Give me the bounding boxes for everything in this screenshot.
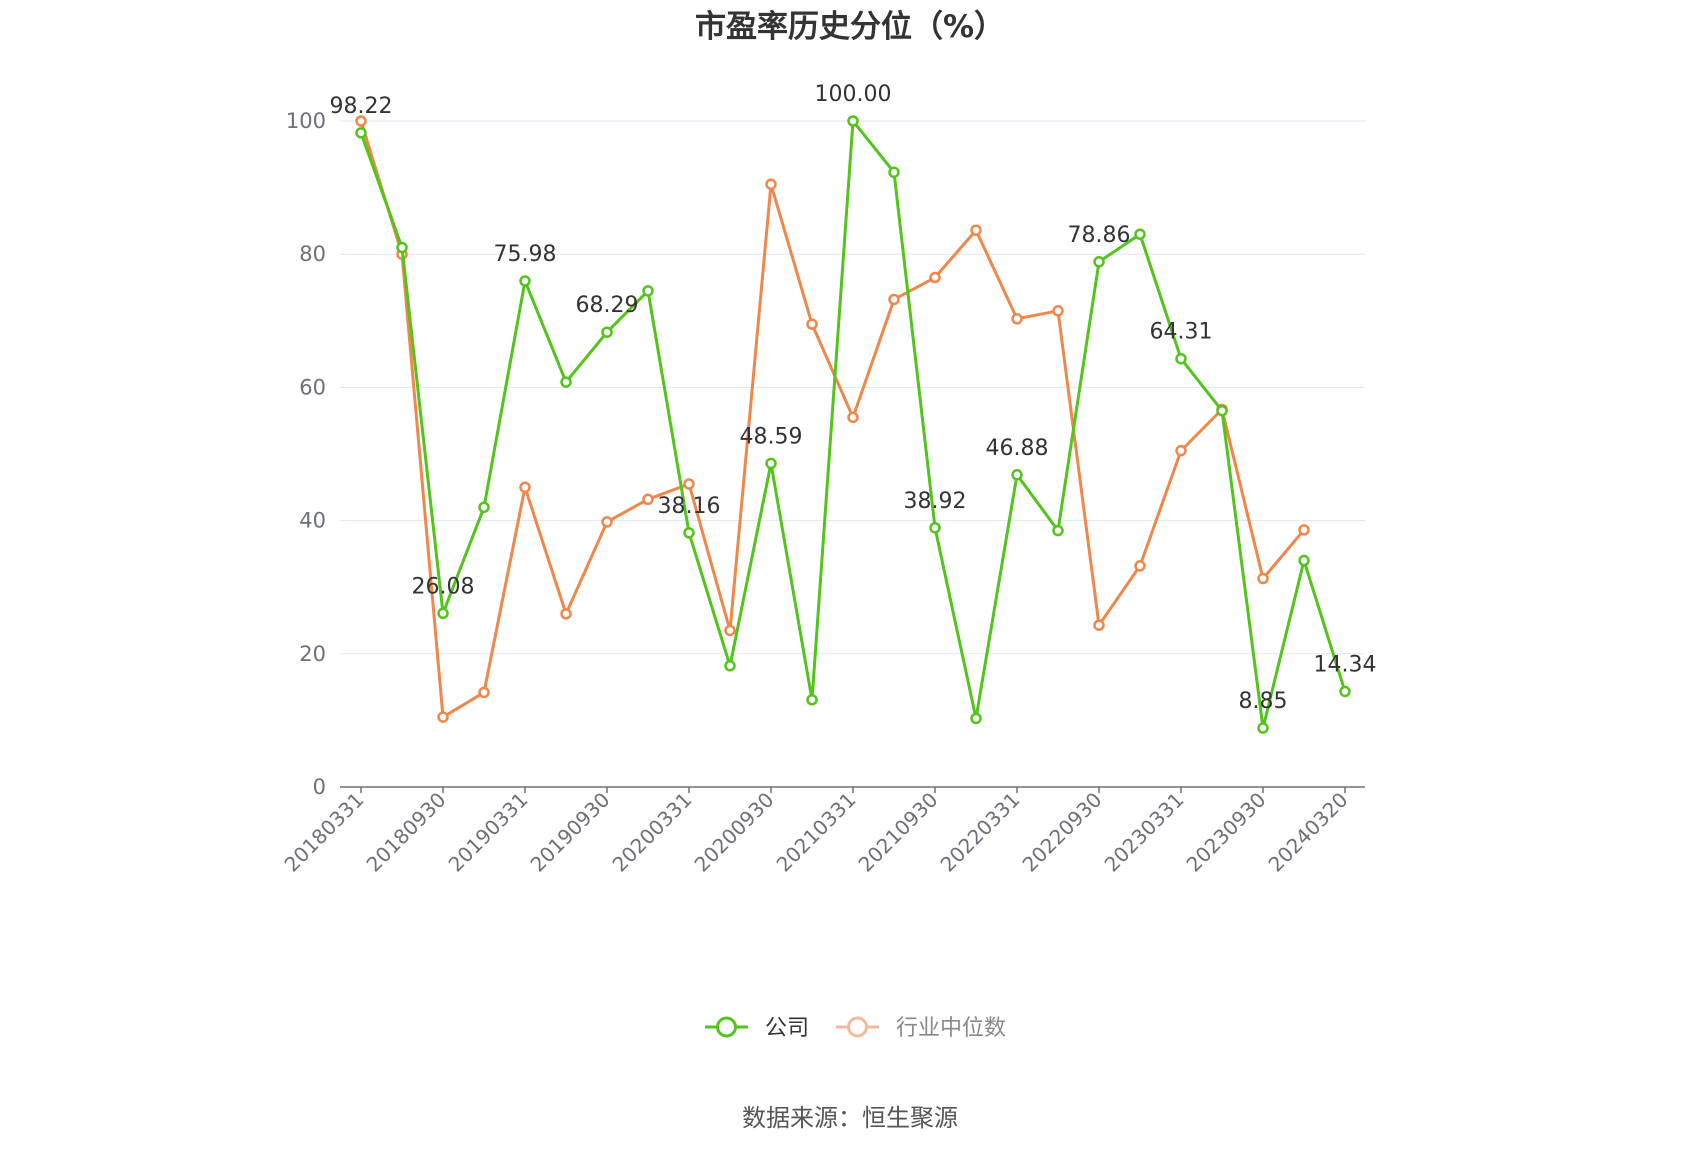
x-tick-label: 20190331: [444, 788, 533, 877]
x-tick-label: 20220331: [936, 788, 1025, 877]
legend-item-industry[interactable]: 行业中位数: [836, 1016, 1006, 1041]
grid: [340, 120, 1365, 655]
data-point[interactable]: [478, 501, 490, 514]
y-tick-label: 60: [299, 375, 326, 399]
x-tick-label: 20210331: [772, 788, 861, 877]
data-point[interactable]: [1134, 228, 1146, 240]
data-point[interactable]: [437, 711, 449, 723]
legend-industry-label: 行业中位数: [896, 1016, 1006, 1041]
legend[interactable]: 公司 行业中位数: [705, 1016, 1006, 1041]
x-tick-label: 20190930: [526, 788, 615, 877]
x-tick-label: 20230930: [1182, 788, 1271, 877]
data-point[interactable]: [1257, 572, 1269, 585]
data-point[interactable]: [1216, 404, 1228, 417]
y-tick-label: 80: [299, 242, 326, 266]
data-point[interactable]: [437, 607, 449, 620]
data-point[interactable]: [929, 522, 941, 534]
data-point[interactable]: [888, 293, 900, 306]
data-point[interactable]: [355, 115, 367, 127]
data-point[interactable]: [806, 694, 818, 706]
legend-item-company[interactable]: 公司: [705, 1016, 809, 1041]
data-label: 98.22: [330, 94, 393, 119]
x-tick-label: 20200930: [690, 788, 779, 877]
series-layer: [355, 115, 1351, 734]
data-point[interactable]: [1175, 352, 1187, 365]
data-label: 46.88: [986, 436, 1049, 461]
data-point[interactable]: [642, 493, 654, 506]
data-point[interactable]: [1134, 560, 1146, 572]
y-tick-label: 0: [313, 775, 326, 799]
y-tick-label: 100: [286, 109, 326, 133]
data-point[interactable]: [1093, 619, 1105, 631]
data-point[interactable]: [478, 686, 490, 699]
data-point[interactable]: [683, 478, 695, 490]
data-point[interactable]: [1052, 524, 1064, 537]
data-point[interactable]: [355, 127, 367, 139]
series-line-0: [359, 119, 1347, 730]
data-point[interactable]: [1298, 554, 1310, 567]
data-label: 8.85: [1239, 689, 1288, 714]
x-tick-label: 20240320: [1264, 788, 1353, 877]
y-tick-label: 20: [299, 642, 326, 666]
data-point[interactable]: [847, 115, 859, 127]
data-point[interactable]: [724, 624, 736, 637]
data-point[interactable]: [560, 608, 572, 620]
data-point[interactable]: [1093, 256, 1105, 268]
data-point[interactable]: [970, 224, 982, 236]
data-point[interactable]: [724, 660, 736, 672]
data-point[interactable]: [806, 318, 818, 330]
data-label: 14.34: [1314, 652, 1377, 677]
x-tick-label: 20210930: [854, 788, 943, 877]
data-label: 100.00: [815, 82, 892, 107]
data-label: 38.16: [658, 494, 721, 519]
axes: 0 20 40 60 80 100 2018033120180930201903312019…: [280, 109, 1365, 877]
x-tick-label: 20180331: [280, 788, 369, 877]
y-tick-label: 40: [299, 509, 326, 533]
data-point[interactable]: [601, 516, 613, 528]
data-point[interactable]: [1011, 313, 1023, 325]
data-point[interactable]: [765, 178, 777, 191]
data-point[interactable]: [1257, 722, 1269, 734]
legend-company-marker: [716, 1016, 737, 1038]
data-label: 68.29: [576, 293, 639, 318]
data-label: 48.59: [740, 424, 803, 449]
data-labels: 98.22 26.08 75.98 68.29 38.16 48.59 100.00 38.9…: [330, 82, 1377, 714]
data-label: 75.98: [494, 242, 557, 267]
series-line-1: [359, 119, 1306, 719]
data-point[interactable]: [1175, 444, 1187, 457]
x-tick-label: 20220930: [1018, 788, 1107, 877]
data-point[interactable]: [1339, 685, 1351, 698]
data-label: 64.31: [1150, 320, 1213, 345]
x-tick-label: 20180930: [362, 788, 451, 877]
data-point[interactable]: [929, 271, 941, 284]
data-point[interactable]: [970, 712, 982, 725]
data-label: 38.92: [904, 489, 967, 514]
data-label: 26.08: [412, 574, 475, 599]
data-point[interactable]: [683, 527, 695, 539]
x-tick-label: 20230331: [1100, 788, 1189, 877]
chart-title: 市盈率历史分位（%）: [695, 9, 1005, 45]
data-source-note: 数据来源：恒生聚源: [742, 1104, 958, 1132]
data-point[interactable]: [519, 481, 531, 494]
x-tick-label: 20200331: [608, 788, 697, 877]
legend-company-label: 公司: [765, 1016, 809, 1041]
data-point[interactable]: [765, 457, 777, 470]
data-point[interactable]: [560, 376, 572, 388]
data-point[interactable]: [1052, 305, 1064, 317]
data-point[interactable]: [888, 166, 900, 179]
data-point[interactable]: [601, 326, 613, 338]
data-point[interactable]: [396, 241, 408, 254]
data-point[interactable]: [642, 285, 654, 297]
data-point[interactable]: [519, 275, 531, 287]
data-point[interactable]: [1011, 469, 1023, 481]
legend-industry-marker: [847, 1016, 868, 1038]
data-point[interactable]: [847, 411, 859, 424]
data-point[interactable]: [1298, 524, 1310, 536]
data-label: 78.86: [1068, 223, 1131, 248]
